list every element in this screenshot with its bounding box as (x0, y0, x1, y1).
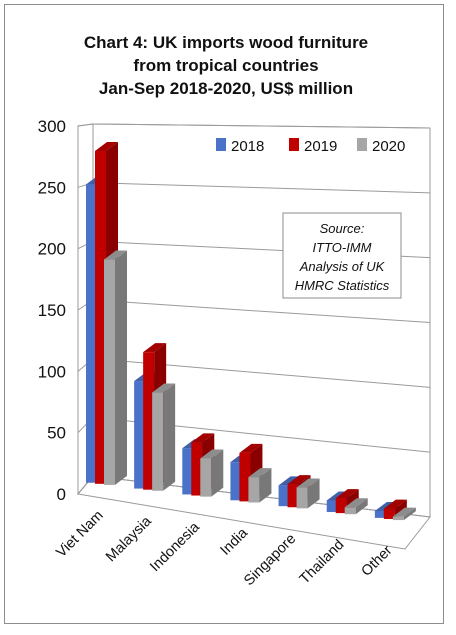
bar-front (95, 150, 106, 484)
bar-top (248, 468, 272, 478)
bar-front (374, 510, 386, 518)
y-tick-label: 100 (38, 362, 66, 381)
bar-front (278, 485, 290, 507)
bar-front (230, 462, 242, 501)
bar-front (104, 259, 115, 485)
bar-front (392, 516, 404, 521)
x-category-label: Indonesia (147, 519, 203, 575)
bar-front (182, 448, 194, 495)
bar-top (143, 343, 167, 353)
gridline-side (77, 123, 94, 127)
legend-item: 2020 (357, 138, 405, 155)
legend: 2018 2019 2020 (216, 138, 405, 155)
bar-top (200, 449, 224, 459)
bar-top (296, 478, 320, 488)
legend-label: 2018 (231, 138, 264, 155)
bar (200, 449, 224, 497)
y-tick-label: 250 (38, 178, 66, 197)
x-category-label: Viet Nam (53, 508, 106, 561)
bar-front (134, 381, 146, 489)
legend-swatch (289, 138, 299, 151)
bar-top (287, 475, 311, 485)
source-note-line-4: HMRC Statistics (295, 278, 390, 293)
bar-front (326, 500, 338, 513)
bar-front (152, 392, 164, 491)
source-note-line-3: Analysis of UK (299, 259, 386, 274)
bar-side (115, 250, 127, 485)
x-category-label: India (218, 524, 252, 558)
bar-front (383, 508, 395, 519)
bar-front (344, 507, 356, 515)
legend-item: 2018 (216, 138, 264, 155)
y-tick-label: 50 (47, 424, 66, 443)
chart-title-line-1: Chart 4: UK imports wood furniture (84, 33, 368, 52)
bar-front (239, 452, 251, 502)
x-category-label: Thailand (297, 537, 348, 588)
bar-front (200, 458, 212, 497)
legend-swatch (357, 138, 367, 151)
bar-front (248, 477, 260, 503)
y-tick-label: 0 (57, 485, 66, 504)
y-tick-label: 150 (38, 301, 66, 320)
y-tick-label: 300 (38, 117, 66, 136)
bar (152, 383, 176, 491)
bar (248, 468, 272, 503)
x-category-label: Malaysia (103, 513, 155, 565)
bar (104, 250, 127, 485)
source-note-line-1: Source: (320, 221, 365, 236)
bar-side (211, 449, 224, 497)
bar-top (344, 498, 368, 508)
bar-front (287, 484, 299, 508)
bar-top (239, 443, 263, 453)
bar-side (355, 498, 368, 515)
chart-title: Chart 4: UK imports wood furniture from … (84, 33, 368, 98)
bar-side (259, 468, 272, 503)
x-category-label: Singapore (241, 531, 299, 589)
chart-title-line-3: Jan-Sep 2018-2020, US$ million (99, 79, 353, 98)
bar-side (163, 383, 176, 491)
bar-top (392, 507, 416, 517)
y-tick-label: 200 (38, 240, 66, 259)
chart-title-line-2: from tropical countries (133, 56, 318, 75)
bar-top (95, 141, 118, 151)
gridline (92, 123, 431, 129)
bar-top (335, 489, 359, 499)
gridline (92, 182, 431, 194)
bar-side (307, 478, 320, 509)
source-note-box (282, 212, 402, 299)
y-axis-tick-labels: 0 50 100 150 200 250 300 (38, 117, 66, 504)
x-category-label: Other (359, 543, 396, 580)
bar-top (191, 433, 215, 443)
bars (86, 141, 416, 521)
source-note: Source: ITTO-IMM Analysis of UK HMRC Sta… (282, 212, 402, 299)
bar-front (296, 487, 308, 509)
legend-item: 2019 (289, 138, 337, 155)
bar (392, 507, 416, 521)
bar-front (335, 498, 347, 514)
bar (344, 498, 368, 515)
bar-top (152, 383, 176, 393)
bar-top (383, 499, 407, 509)
bar (296, 478, 320, 509)
bar-side (403, 507, 416, 521)
bar-front (143, 352, 155, 490)
legend-swatch (216, 138, 226, 151)
bar-front (191, 442, 203, 496)
bar-top (104, 250, 127, 260)
bar-front (86, 184, 97, 483)
gridline (92, 299, 431, 323)
legend-label: 2020 (372, 138, 405, 155)
source-note-line-2: ITTO-IMM (313, 240, 372, 255)
legend-label: 2019 (304, 138, 337, 155)
